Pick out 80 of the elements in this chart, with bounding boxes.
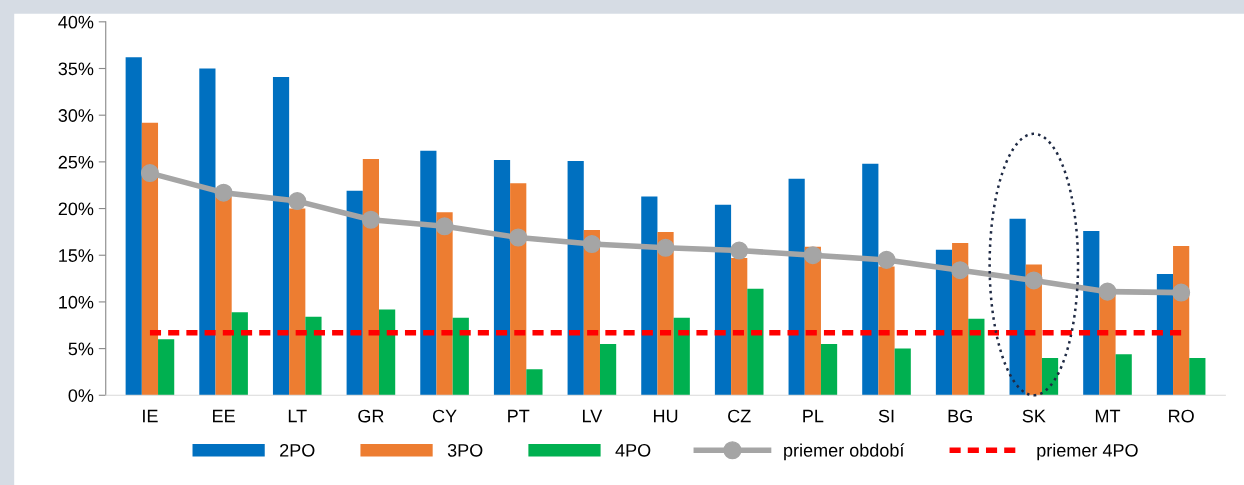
bar: [452, 317, 469, 396]
point: [1024, 271, 1043, 290]
bar: [362, 159, 380, 396]
bar: [935, 249, 953, 396]
point: [361, 210, 380, 229]
point: [803, 246, 822, 265]
point: [1172, 283, 1191, 302]
legend-label: 4PO: [615, 443, 651, 457]
x-tick-label: LT: [288, 409, 307, 423]
bar: [289, 208, 306, 396]
bar: [215, 196, 232, 396]
y-tick-label: 40%: [58, 15, 94, 29]
bar: [125, 57, 142, 396]
point: [509, 228, 528, 247]
y-tick-label: 0%: [68, 389, 94, 402]
bar: [272, 76, 290, 396]
point: [288, 192, 307, 211]
y-tick-label: 20%: [58, 202, 94, 216]
bar: [673, 317, 690, 396]
x-tick-label: BG: [948, 409, 972, 423]
bar: [878, 266, 895, 396]
bar: [1156, 273, 1174, 396]
legend-label: 3PO: [447, 443, 483, 457]
y-tick-label: 30%: [58, 109, 94, 122]
bar: [968, 318, 985, 396]
legend-label: priemer období: [784, 443, 905, 461]
bar: [141, 122, 159, 396]
bar: [199, 68, 216, 396]
legend-label: priemer 4PO: [1037, 443, 1138, 461]
x-tick-label: HU: [653, 409, 678, 423]
x-tick-label: IE: [143, 409, 158, 423]
point: [435, 217, 454, 236]
point: [140, 164, 159, 183]
y-tick-label: 5%: [68, 342, 94, 356]
bar: [346, 190, 363, 396]
y-tick-label: 15%: [59, 249, 94, 262]
point: [951, 261, 970, 280]
bar: [526, 369, 543, 396]
x-tick-label: CZ: [728, 409, 751, 423]
x-tick-label: LV: [582, 409, 603, 423]
x-tick-label: RO: [1169, 409, 1194, 423]
point: [582, 234, 601, 254]
bar: [379, 309, 396, 396]
point: [214, 183, 233, 202]
bar: [231, 312, 248, 396]
bar: [510, 183, 527, 396]
x-tick-label: EE: [213, 409, 235, 423]
bar: [862, 163, 879, 396]
bar: [747, 288, 764, 396]
bar: [894, 348, 911, 396]
x-tick-label: MT: [1095, 409, 1121, 423]
point: [877, 250, 896, 269]
y-tick-label: 25%: [58, 155, 94, 169]
point: [1098, 282, 1117, 301]
y-tick-label: 10%: [59, 295, 94, 309]
bar: [158, 339, 175, 396]
bar: [1083, 230, 1100, 396]
x-tick-label: SK: [1022, 409, 1046, 423]
bar: [420, 150, 437, 396]
bar: [714, 204, 732, 396]
bar: [731, 258, 748, 396]
bar: [567, 160, 584, 396]
bar: [599, 343, 617, 396]
point: [730, 241, 749, 260]
bar: [641, 196, 658, 396]
bar: [1189, 357, 1206, 396]
bar: [1009, 218, 1026, 396]
x-tick-label: SI: [878, 409, 894, 423]
bar: [1041, 357, 1059, 396]
bar: [788, 178, 805, 396]
x-tick-label: PT: [508, 409, 530, 423]
x-tick-label: PL: [803, 409, 824, 423]
y-tick-label: 35%: [58, 62, 94, 76]
legend-label: 2PO: [280, 443, 315, 457]
bar: [305, 316, 322, 396]
x-tick-label: GR: [358, 409, 384, 423]
bar: [493, 160, 511, 396]
bar: [820, 343, 838, 396]
bar: [1115, 354, 1132, 396]
x-tick-label: CY: [432, 409, 457, 423]
